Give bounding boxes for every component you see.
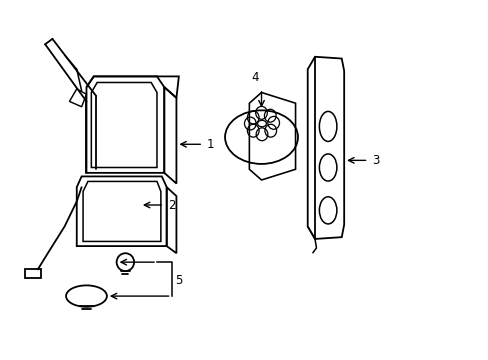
Text: 2: 2 — [167, 198, 175, 212]
Text: 3: 3 — [371, 154, 379, 167]
Text: 5: 5 — [175, 274, 183, 287]
Text: 1: 1 — [206, 138, 214, 151]
Text: 4: 4 — [251, 71, 259, 84]
